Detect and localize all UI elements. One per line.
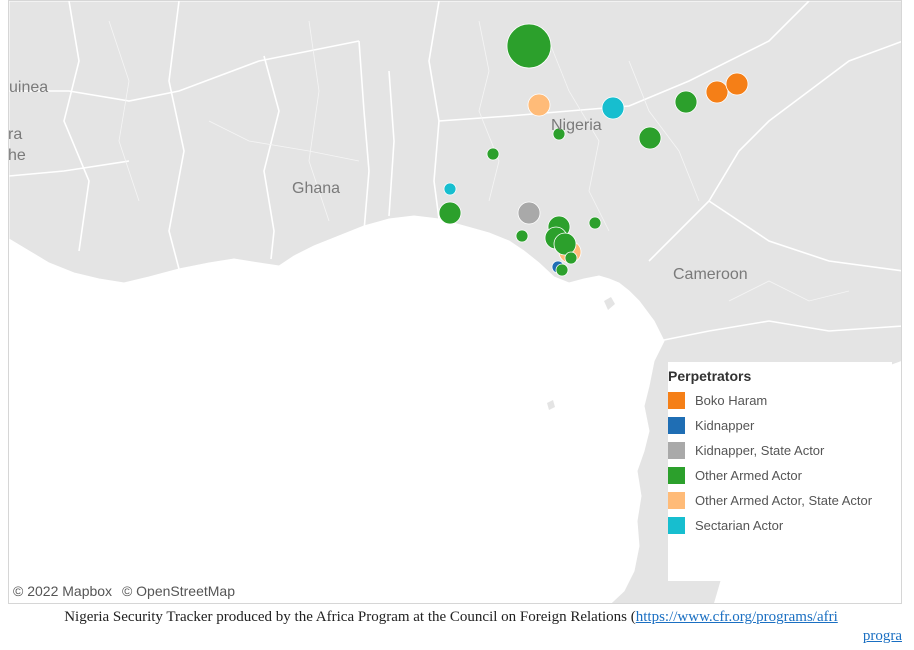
incident-marker[interactable] <box>552 127 566 141</box>
legend-item[interactable]: Boko Haram <box>668 388 892 413</box>
legend-swatch <box>668 392 685 409</box>
map-label-edge-he: he <box>8 147 26 164</box>
legend-label: Kidnapper, State Actor <box>695 443 825 458</box>
incident-marker[interactable] <box>601 96 625 120</box>
legend-label: Sectarian Actor <box>695 518 784 533</box>
island-bioko <box>604 297 615 310</box>
incident-marker[interactable] <box>564 251 578 265</box>
incident-marker[interactable] <box>443 182 457 196</box>
map-label-nigeria: Nigeria <box>551 117 602 134</box>
map-label-cameroon: Cameroon <box>673 266 748 283</box>
incident-marker[interactable] <box>588 216 602 230</box>
legend-swatch <box>668 417 685 434</box>
incident-marker[interactable] <box>705 80 729 104</box>
map-label-ghana: Ghana <box>292 180 341 197</box>
legend-panel: Perpetrators Boko Haram Kidnapper Kidnappe… <box>668 362 892 581</box>
incident-marker[interactable] <box>515 229 529 243</box>
map-label-edge-ra: ra <box>8 126 23 143</box>
legend-swatch <box>668 517 685 534</box>
legend-swatch <box>668 492 685 509</box>
incident-marker[interactable] <box>506 23 552 69</box>
legend-title: Perpetrators <box>668 368 752 384</box>
incident-marker[interactable] <box>553 232 577 256</box>
map-label-guinea: uinea <box>9 79 49 96</box>
map-view[interactable]: uinea ra he Ghana Nigeria Cameroon © 202… <box>8 0 902 604</box>
island-sao-tome <box>547 400 555 410</box>
osm-attribution[interactable]: © OpenStreetMap <box>121 583 235 599</box>
incident-markers[interactable] <box>438 23 749 277</box>
mapbox-attribution[interactable]: © 2022 Mapbox <box>13 583 113 599</box>
legend-item[interactable]: Other Armed Actor <box>668 463 892 488</box>
legend-label: Other Armed Actor <box>695 468 802 483</box>
legend-items: Boko Haram Kidnapper Kidnapper, State Acto… <box>668 388 892 538</box>
legend-swatch <box>668 467 685 484</box>
incident-marker[interactable] <box>527 93 551 117</box>
source-caption: Nigeria Security Tracker produced by the… <box>0 608 902 646</box>
legend-item[interactable]: Other Armed Actor, State Actor <box>668 488 892 513</box>
caption-text: Nigeria Security Tracker produced by the… <box>64 609 636 625</box>
incident-marker[interactable] <box>638 126 662 150</box>
incident-marker[interactable] <box>486 147 500 161</box>
incident-marker[interactable] <box>438 201 462 225</box>
incident-marker[interactable] <box>674 90 698 114</box>
map-attribution: © 2022 Mapbox © OpenStreetMap <box>13 583 241 599</box>
incident-marker[interactable] <box>725 72 749 96</box>
country-borders <box>9 1 901 342</box>
legend-swatch <box>668 442 685 459</box>
incident-marker[interactable] <box>555 263 569 277</box>
legend-item[interactable]: Kidnapper, State Actor <box>668 438 892 463</box>
state-borders <box>108 20 850 422</box>
cfr-link-continuation[interactable]: progra <box>862 628 902 644</box>
incident-marker[interactable] <box>517 201 541 225</box>
legend-label: Kidnapper <box>695 418 755 433</box>
legend-item[interactable]: Sectarian Actor <box>668 513 892 538</box>
legend-label: Other Armed Actor, State Actor <box>695 493 873 508</box>
legend-item[interactable]: Kidnapper <box>668 413 892 438</box>
cfr-link[interactable]: https://www.cfr.org/programs/afri <box>635 609 838 625</box>
legend-label: Boko Haram <box>695 393 768 408</box>
